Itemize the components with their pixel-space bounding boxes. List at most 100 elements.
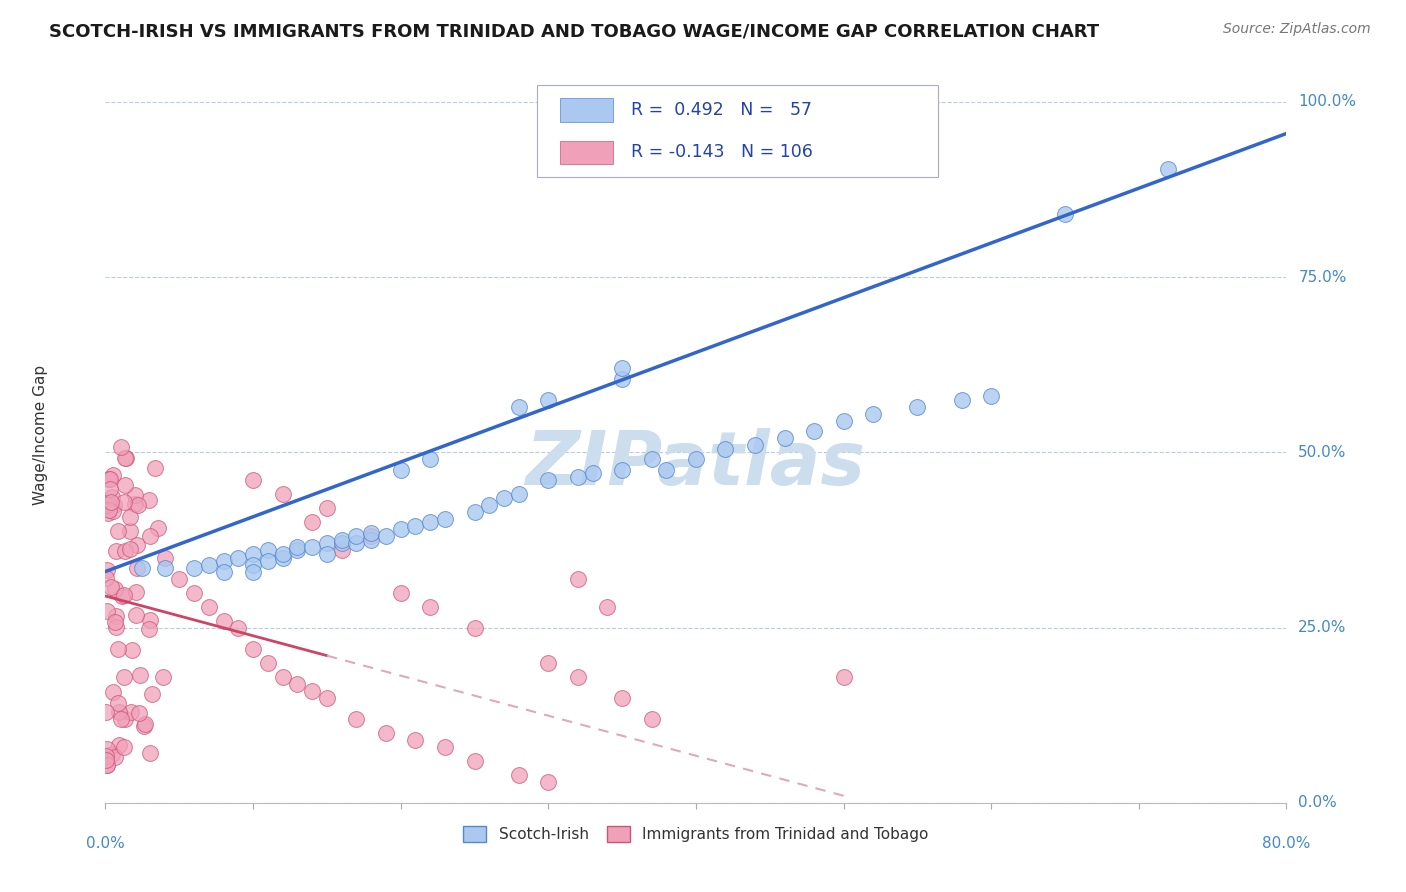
Text: SCOTCH-IRISH VS IMMIGRANTS FROM TRINIDAD AND TOBAGO WAGE/INCOME GAP CORRELATION : SCOTCH-IRISH VS IMMIGRANTS FROM TRINIDAD… (49, 22, 1099, 40)
Point (257, 554, 280, 568)
Point (419, 516, 441, 530)
Point (685, 452, 707, 467)
Point (124, 488, 146, 502)
Point (111, 589, 134, 603)
Point (118, 541, 141, 556)
Point (153, 561, 176, 575)
Point (537, 656, 560, 670)
Point (100, 580, 122, 594)
Point (907, 400, 929, 414)
Point (110, 440, 132, 454)
Point (107, 524, 129, 538)
Point (242, 641, 264, 656)
Point (110, 712, 132, 726)
Point (389, 585, 412, 599)
Point (114, 450, 136, 465)
Point (389, 523, 412, 537)
Point (228, 621, 250, 635)
Text: 0.0%: 0.0% (1298, 796, 1337, 810)
Point (129, 668, 152, 682)
Point (104, 615, 127, 630)
Point (139, 746, 162, 760)
Point (744, 438, 766, 452)
Point (125, 608, 148, 623)
Point (271, 487, 294, 501)
Point (242, 474, 264, 488)
Point (125, 538, 148, 552)
Point (405, 519, 427, 533)
Point (94, 706, 117, 720)
Point (374, 725, 398, 739)
Point (124, 497, 146, 511)
Point (1054, 207, 1077, 221)
Point (107, 696, 129, 710)
Point (138, 529, 162, 543)
Point (94, 571, 117, 585)
Point (183, 585, 205, 599)
Point (197, 558, 219, 572)
Text: 50.0%: 50.0% (1298, 445, 1347, 460)
Text: 0.0%: 0.0% (86, 836, 125, 851)
Point (419, 599, 441, 614)
Point (346, 712, 368, 726)
Point (567, 470, 589, 484)
Point (120, 510, 142, 524)
Point (143, 461, 166, 475)
Point (153, 550, 176, 565)
Point (832, 414, 855, 428)
Point (138, 623, 160, 637)
Point (115, 451, 138, 466)
Point (127, 498, 149, 512)
Point (464, 754, 486, 768)
Point (508, 768, 530, 782)
Point (97, 506, 120, 520)
Point (104, 609, 127, 624)
Point (257, 543, 280, 558)
FancyBboxPatch shape (560, 98, 613, 122)
Point (114, 543, 136, 558)
Point (141, 687, 163, 701)
Point (980, 389, 1002, 403)
Point (104, 749, 127, 764)
Point (228, 550, 250, 565)
Point (537, 392, 560, 407)
Text: 100.0%: 100.0% (1298, 95, 1357, 110)
Legend: Scotch-Irish, Immigrants from Trinidad and Tobago: Scotch-Irish, Immigrants from Trinidad a… (457, 820, 935, 848)
Point (389, 463, 412, 477)
FancyBboxPatch shape (560, 141, 613, 164)
Point (169, 572, 191, 586)
Point (107, 705, 129, 719)
Point (212, 554, 235, 568)
Point (862, 407, 884, 421)
Point (287, 540, 309, 554)
Point (271, 547, 294, 561)
Point (132, 718, 155, 732)
Point (315, 690, 337, 705)
Point (301, 516, 323, 530)
Point (714, 442, 737, 456)
Point (582, 467, 605, 481)
Point (212, 565, 235, 579)
Text: ZIPatlas: ZIPatlas (526, 428, 866, 500)
Point (464, 505, 486, 519)
Point (330, 536, 353, 550)
Point (112, 670, 135, 684)
Point (301, 540, 323, 554)
Point (96, 498, 118, 512)
Point (96, 604, 118, 618)
FancyBboxPatch shape (537, 86, 938, 178)
Point (330, 543, 353, 558)
Point (98, 483, 121, 497)
Point (346, 536, 368, 550)
Point (655, 463, 678, 477)
Point (101, 504, 124, 518)
Point (610, 690, 633, 705)
Point (315, 547, 337, 561)
Text: Source: ZipAtlas.com: Source: ZipAtlas.com (1223, 22, 1371, 37)
Point (242, 547, 264, 561)
Point (114, 712, 136, 726)
Point (610, 361, 633, 376)
Point (1157, 161, 1180, 176)
Point (112, 494, 135, 508)
Point (419, 452, 441, 467)
